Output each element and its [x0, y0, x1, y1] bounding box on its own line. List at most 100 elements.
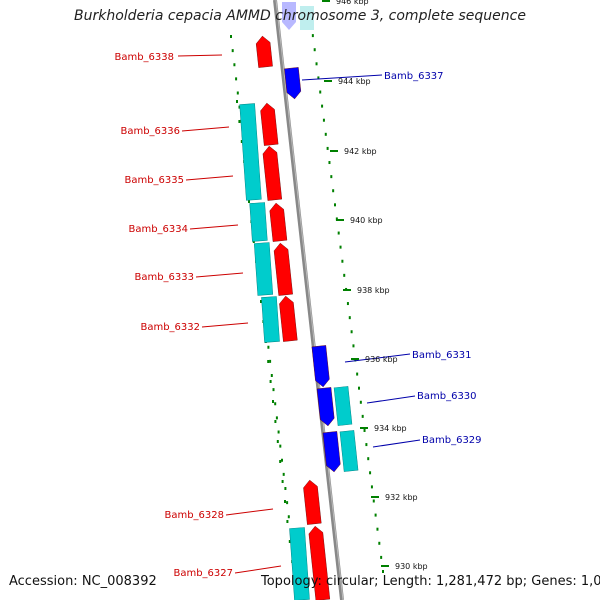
kbp-position-label: 932 kbp [385, 493, 418, 502]
forward-gene-arrow [316, 387, 335, 427]
forward-gene-arrow [284, 67, 302, 100]
inner-left-track-dot [236, 100, 238, 103]
inner-left-track-dot [272, 400, 274, 403]
right-track-dot [321, 104, 324, 108]
right-track-dot [328, 161, 331, 165]
right-track-dot [332, 189, 335, 193]
reverse-gene-arrow [269, 202, 288, 242]
right-track-dot [356, 372, 359, 376]
gene-label[interactable]: Bamb_6336 [120, 126, 180, 137]
outer-left-track-dot [279, 444, 282, 448]
right-track-dot [378, 541, 381, 545]
outer-left-track-dot [238, 105, 241, 109]
right-track-dot [348, 316, 351, 320]
right-track-dot [352, 344, 355, 348]
inner-left-track-dot [276, 440, 279, 443]
reverse-gene-arrow [260, 102, 279, 146]
inner-left-track-dot [248, 200, 250, 203]
gene-leader-line [301, 74, 383, 81]
gene-label[interactable]: Bamb_6337 [384, 71, 444, 82]
right-track-dot [372, 499, 375, 503]
right-track-dot [322, 118, 325, 122]
right-track-dot [324, 132, 327, 136]
outer-left-track-dot [277, 430, 280, 434]
gene-leader-line [372, 439, 421, 448]
gene-leader-line [201, 322, 249, 328]
outer-left-track-dot [281, 458, 283, 462]
inner-left-track-dot [238, 120, 241, 123]
forward-gene-arrow [311, 345, 330, 388]
kbp-position-label: 936 kbp [365, 355, 398, 364]
outer-left-track-dot [287, 515, 290, 519]
reverse-gene-arrow [262, 145, 283, 201]
kbp-position-label: 942 kbp [344, 147, 377, 156]
gene-label[interactable]: Bamb_6327 [173, 568, 233, 579]
right-track-dot [315, 62, 318, 66]
chromosome-backbone-highlight [275, 0, 344, 600]
gene-leader-line [185, 175, 234, 181]
gene-leader-line [177, 54, 223, 57]
outer-left-track-dot [272, 388, 275, 392]
gene-leader-line [225, 508, 274, 516]
gene-label[interactable]: Bamb_6328 [164, 510, 224, 521]
gene-label[interactable]: Bamb_6334 [128, 224, 188, 235]
gene-leader-line [189, 224, 239, 230]
gene-leader-line [195, 272, 244, 278]
right-track-dot [330, 175, 333, 179]
right-track-dot [361, 414, 364, 418]
right-track-dot [376, 527, 379, 531]
right-track-dot [365, 443, 368, 447]
outer-left-track-dot [236, 91, 239, 95]
right-track-dot [374, 513, 377, 517]
right-track-dot [346, 302, 349, 306]
cds-feature [253, 242, 274, 296]
cds-feature [300, 6, 314, 30]
kbp-position-label: 930 kbp [395, 562, 428, 571]
right-track-dot [341, 259, 344, 263]
outer-left-track-dot [230, 35, 232, 38]
gene-label[interactable]: Bamb_6329 [422, 435, 482, 446]
right-track-dot [317, 76, 320, 80]
outer-left-track-dot [231, 49, 234, 53]
gene-leader-line [344, 353, 411, 363]
reverse-gene-arrow [273, 242, 293, 296]
outer-left-track-dot [267, 345, 270, 349]
cds-feature [333, 386, 353, 426]
topology-info-text: Topology: circular; Length: 1,281,472 bp… [261, 574, 600, 589]
gene-label[interactable]: Bamb_6335 [124, 175, 184, 186]
gene-label[interactable]: Bamb_6333 [134, 272, 194, 283]
forward-gene-arrow [322, 431, 341, 473]
gene-leader-line [366, 395, 416, 404]
right-track-dot [369, 471, 372, 475]
right-track-dot [382, 570, 384, 573]
inner-left-track-dot [267, 360, 270, 363]
gene-label[interactable]: Bamb_6332 [140, 322, 200, 333]
outer-left-track-dot [274, 402, 277, 406]
outer-left-track-dot [233, 63, 236, 67]
kbp-position-label: 938 kbp [357, 286, 390, 295]
right-track-dot [343, 273, 346, 277]
inner-left-track-dot [269, 380, 272, 383]
right-track-dot [367, 457, 370, 461]
right-track-dot [350, 330, 353, 334]
chromosome-backbone [273, 0, 344, 600]
gene-label[interactable]: Bamb_6330 [417, 391, 477, 402]
kbp-position-label: 944 kbp [338, 77, 371, 86]
right-track-dot [335, 217, 338, 221]
gene-leader-line [234, 565, 282, 574]
reverse-gene-arrow [308, 525, 331, 600]
cds-feature [239, 103, 262, 201]
outer-left-track-dot [275, 416, 278, 420]
kbp-position-label: 946 kbp [336, 0, 369, 6]
right-track-dot [319, 90, 322, 94]
kbp-position-label: 940 kbp [350, 216, 383, 225]
gene-label[interactable]: Bamb_6331 [412, 350, 472, 361]
cds-feature [249, 202, 268, 242]
right-track-dot [313, 48, 316, 52]
kbp-position-label: 934 kbp [374, 424, 407, 433]
outer-left-track-dot [235, 77, 238, 81]
gene-label[interactable]: Bamb_6338 [114, 52, 174, 63]
inner-left-track-dot [286, 520, 289, 523]
